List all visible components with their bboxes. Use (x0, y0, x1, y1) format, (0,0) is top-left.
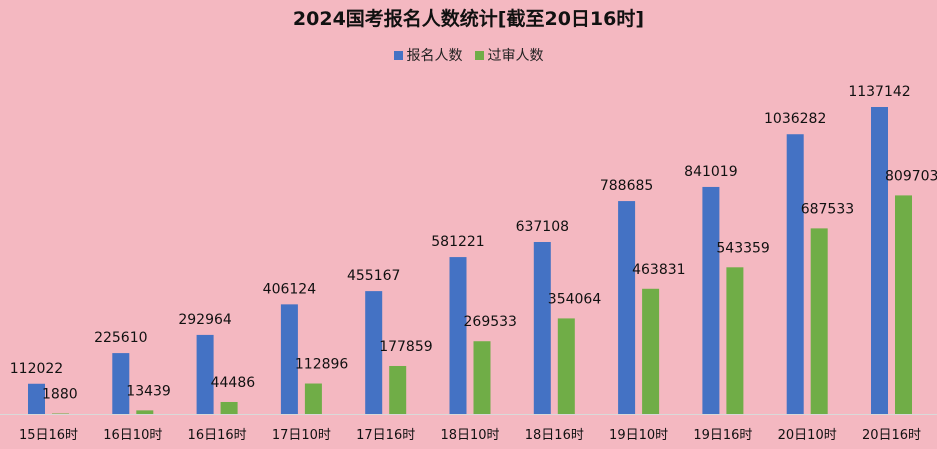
bar-series-1-6 (557, 318, 575, 414)
bar-series-1-1 (136, 410, 154, 414)
data-label-series-0-3: 406124 (263, 281, 317, 297)
bar-series-1-9 (810, 228, 828, 414)
legend-swatch-series-1 (474, 50, 484, 60)
legend-item-series-0: 报名人数 (393, 45, 463, 65)
bar-series-0-10 (871, 107, 888, 414)
bar-series-1-10 (895, 195, 912, 414)
legend: 报名人数 过审人数 (0, 45, 937, 65)
bar-series-1-4 (389, 365, 407, 414)
data-label-series-1-6: 354064 (548, 291, 602, 307)
bar-series-0-7 (618, 201, 636, 414)
data-label-series-0-1: 225610 (94, 330, 147, 346)
x-tick-label-6: 18日16时 (525, 428, 584, 443)
bar-series-1-3 (304, 383, 322, 414)
x-tick-label-3: 17日10时 (272, 428, 331, 443)
x-tick-label-2: 16日16时 (188, 428, 247, 443)
x-tick-label-5: 18日10时 (440, 428, 499, 443)
data-label-series-1-1: 13439 (126, 383, 171, 399)
bar-series-0-3 (280, 304, 298, 414)
data-label-series-1-2: 44486 (211, 375, 256, 391)
data-label-series-1-10: 809703 (885, 168, 937, 184)
data-label-series-1-9: 687533 (801, 201, 854, 217)
data-label-series-0-10: 1137142 (848, 84, 910, 100)
data-label-series-0-7: 788685 (600, 178, 653, 194)
x-tick-label-7: 19日10时 (609, 428, 668, 443)
bar-series-1-0 (52, 413, 69, 414)
data-label-series-0-9: 1036282 (764, 111, 826, 127)
bar-series-0-0 (28, 383, 45, 414)
data-label-series-1-3: 112896 (295, 357, 349, 373)
bar-series-1-7 (642, 288, 660, 414)
legend-item-series-1: 过审人数 (474, 45, 544, 65)
x-tick-label-0: 15日16时 (19, 428, 78, 443)
data-label-series-1-0: 1880 (42, 386, 78, 402)
data-label-series-0-4: 455167 (347, 268, 400, 284)
data-label-series-0-6: 637108 (516, 219, 569, 235)
data-label-series-0-8: 841019 (684, 164, 737, 180)
bar-series-0-6 (533, 241, 551, 414)
bar-series-0-4 (365, 291, 383, 414)
chart-title: 2024国考报名人数统计[截至20日16时] (292, 8, 645, 30)
x-tick-label-1: 16日10时 (103, 428, 162, 443)
bar-series-1-2 (220, 401, 238, 414)
bar-series-1-8 (726, 267, 744, 414)
bar-series-0-1 (112, 353, 130, 414)
bar-series-0-5 (449, 257, 467, 414)
legend-swatch-series-0 (393, 50, 403, 60)
legend-label-series-1: 过审人数 (487, 48, 544, 64)
data-label-series-1-4: 177859 (379, 339, 432, 355)
data-label-series-1-8: 543359 (716, 240, 769, 256)
data-label-series-0-5: 581221 (431, 234, 484, 250)
legend-label-series-0: 报名人数 (406, 48, 463, 64)
data-label-series-0-0: 112022 (10, 361, 63, 377)
x-tick-label-8: 19日16时 (693, 428, 752, 443)
bar-series-0-2 (196, 334, 214, 414)
bar-series-1-5 (473, 341, 491, 414)
bar-series-0-8 (702, 186, 720, 414)
x-tick-label-4: 17日16时 (356, 428, 415, 443)
x-tick-label-10: 20日16时 (862, 428, 921, 443)
data-label-series-1-5: 269533 (464, 314, 517, 330)
data-label-series-0-2: 292964 (178, 312, 232, 328)
data-label-series-1-7: 463831 (632, 262, 685, 278)
bar-series-0-9 (786, 134, 804, 415)
x-tick-label-9: 20日10时 (778, 428, 837, 443)
